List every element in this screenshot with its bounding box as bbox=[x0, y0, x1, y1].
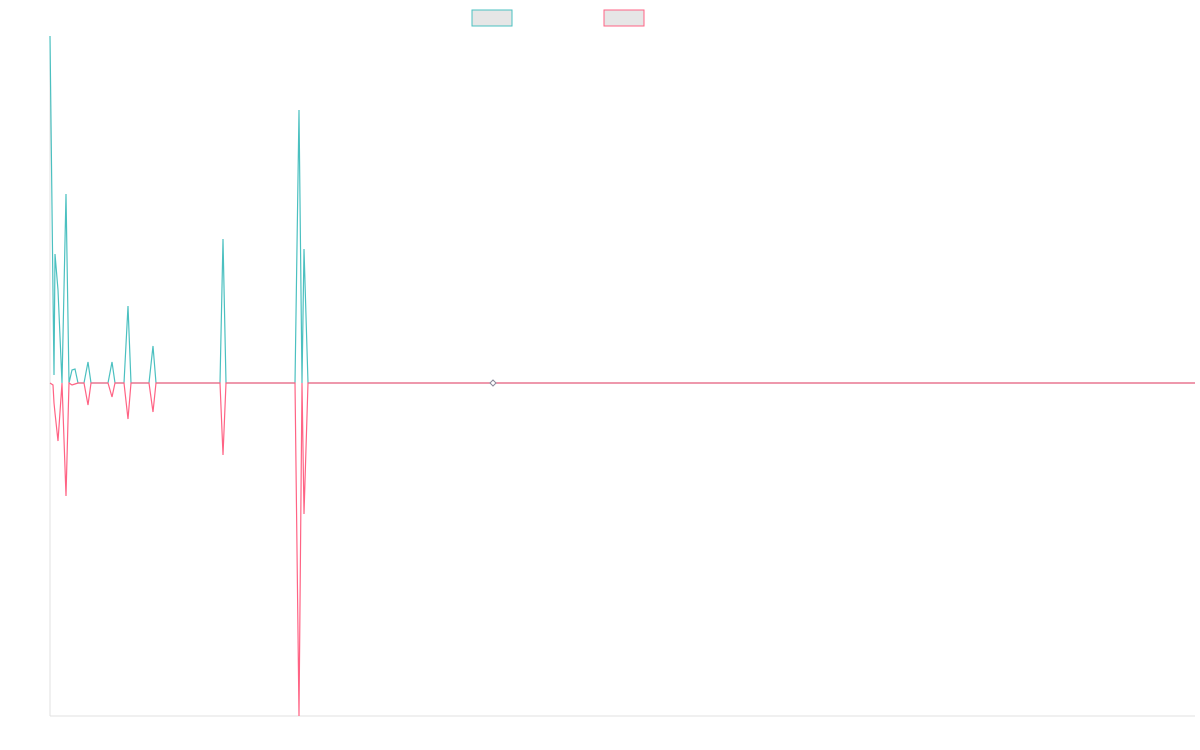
point-marker bbox=[489, 379, 497, 387]
legend-swatch[interactable] bbox=[603, 9, 645, 27]
line-series bbox=[49, 35, 1195, 384]
legend-swatch[interactable] bbox=[471, 9, 513, 27]
line-series bbox=[49, 381, 1195, 717]
